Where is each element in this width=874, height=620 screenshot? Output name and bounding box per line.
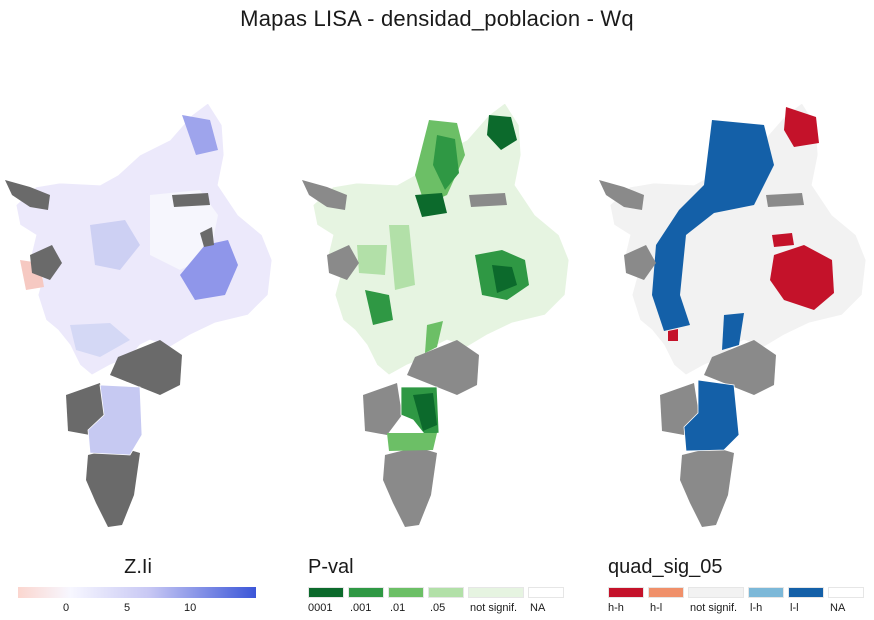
- pval-legend-title: P-val: [308, 556, 354, 578]
- quad-label: l-l: [790, 602, 799, 614]
- map-title: Mapas LISA - densidad_poblacion - Wq: [240, 6, 634, 31]
- quad-swatch: [788, 587, 824, 598]
- quad-swatch: [648, 587, 684, 598]
- pval-label: .01: [390, 602, 406, 614]
- pval-label: .05: [430, 602, 446, 614]
- quad-legend: quad_sig_05 h-h h-l not signif. l-h l-l …: [608, 556, 864, 618]
- zli-map: [0, 95, 275, 535]
- quad-map-svg: [599, 102, 867, 527]
- pval-label: 0001: [308, 602, 333, 614]
- quad-map: [594, 95, 869, 535]
- pval-map: [297, 95, 572, 535]
- zli-tick: 0: [63, 602, 70, 614]
- zli-legend: Z.Ii 0 5 10: [18, 556, 258, 618]
- pval-label: .001: [350, 602, 372, 614]
- zli-gradient-bar: [18, 587, 256, 598]
- pval-label: NA: [530, 602, 546, 614]
- pval-swatch: [528, 587, 564, 598]
- pval-swatch: [428, 587, 464, 598]
- city-shape: [15, 102, 273, 376]
- pval-swatch: [308, 587, 344, 598]
- quad-legend-title: quad_sig_05: [608, 556, 723, 578]
- pval-swatch: [468, 587, 524, 598]
- zli-legend-title: Z.Ii: [124, 556, 152, 578]
- quad-label: h-h: [608, 602, 624, 614]
- pval-swatch: [348, 587, 384, 598]
- quad-swatch: [828, 587, 864, 598]
- pval-legend: P-val 0001 .001 .01 .05 not signif. NA: [308, 556, 564, 618]
- zli-tick: 5: [124, 602, 131, 614]
- quad-swatch: [748, 587, 784, 598]
- quad-label: l-h: [750, 602, 763, 614]
- zli-tick-labels: 0 5 10: [18, 602, 258, 618]
- pval-map-svg: [302, 102, 570, 527]
- quad-swatch: [688, 587, 744, 598]
- southern-region: [87, 384, 143, 456]
- pval-swatch: [388, 587, 424, 598]
- quad-swatches: [608, 587, 864, 598]
- quad-labels: h-h h-l not signif. l-h l-l NA: [608, 602, 864, 618]
- pval-labels: 0001 .001 .01 .05 not signif. NA: [308, 602, 564, 618]
- pval-swatches: [308, 587, 564, 598]
- zli-tick: 10: [184, 602, 197, 614]
- zli-map-svg: [5, 102, 273, 527]
- quad-label: h-l: [650, 602, 663, 614]
- no-data-regions: [5, 180, 214, 527]
- quad-label: NA: [830, 602, 846, 614]
- quad-label: not signif.: [690, 602, 738, 614]
- pval-label: not signif.: [470, 602, 518, 614]
- quad-swatch: [608, 587, 644, 598]
